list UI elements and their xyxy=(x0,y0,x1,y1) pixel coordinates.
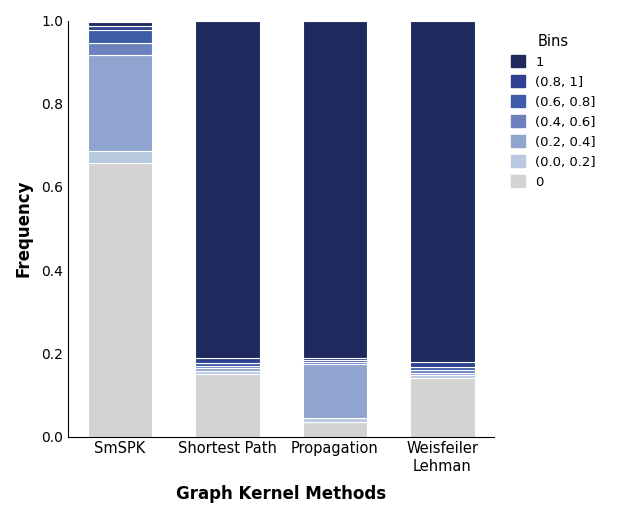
Bar xyxy=(88,163,152,437)
Bar xyxy=(195,366,260,368)
Bar xyxy=(410,378,475,437)
Bar xyxy=(88,55,152,151)
Bar xyxy=(195,368,260,371)
Bar xyxy=(410,372,475,375)
Y-axis label: Frequency: Frequency xyxy=(15,180,33,277)
Bar xyxy=(88,22,152,26)
Bar xyxy=(410,370,475,372)
Bar xyxy=(195,357,260,363)
X-axis label: Graph Kernel Methods: Graph Kernel Methods xyxy=(176,485,386,503)
Bar xyxy=(195,374,260,437)
Bar xyxy=(303,422,367,437)
Bar xyxy=(195,371,260,374)
Bar xyxy=(88,30,152,42)
Bar xyxy=(303,21,367,357)
Bar xyxy=(303,362,367,364)
Bar xyxy=(303,357,367,359)
Bar xyxy=(410,367,475,370)
Bar xyxy=(195,363,260,366)
Bar xyxy=(88,42,152,55)
Bar xyxy=(410,362,475,367)
Bar xyxy=(410,375,475,378)
Bar xyxy=(88,151,152,163)
Bar xyxy=(88,26,152,30)
Bar xyxy=(303,364,367,418)
Bar xyxy=(303,418,367,422)
Bar xyxy=(195,21,260,357)
Bar xyxy=(303,359,367,362)
Legend: 1, (0.8, 1], (0.6, 0.8], (0.4, 0.6], (0.2, 0.4], (0.0, 0.2], 0: 1, (0.8, 1], (0.6, 0.8], (0.4, 0.6], (0.… xyxy=(505,27,603,195)
Bar xyxy=(410,21,475,362)
